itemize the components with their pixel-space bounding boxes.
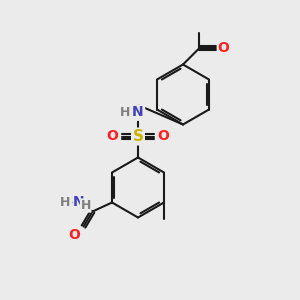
Text: H: H [80, 199, 91, 212]
Text: O: O [218, 41, 230, 55]
Text: H: H [60, 196, 70, 209]
Text: O: O [69, 228, 80, 242]
Text: N: N [132, 106, 144, 119]
Text: N: N [73, 196, 85, 209]
Text: O: O [158, 130, 169, 143]
Text: H: H [120, 106, 130, 119]
Text: O: O [106, 130, 119, 143]
Text: S: S [133, 129, 143, 144]
